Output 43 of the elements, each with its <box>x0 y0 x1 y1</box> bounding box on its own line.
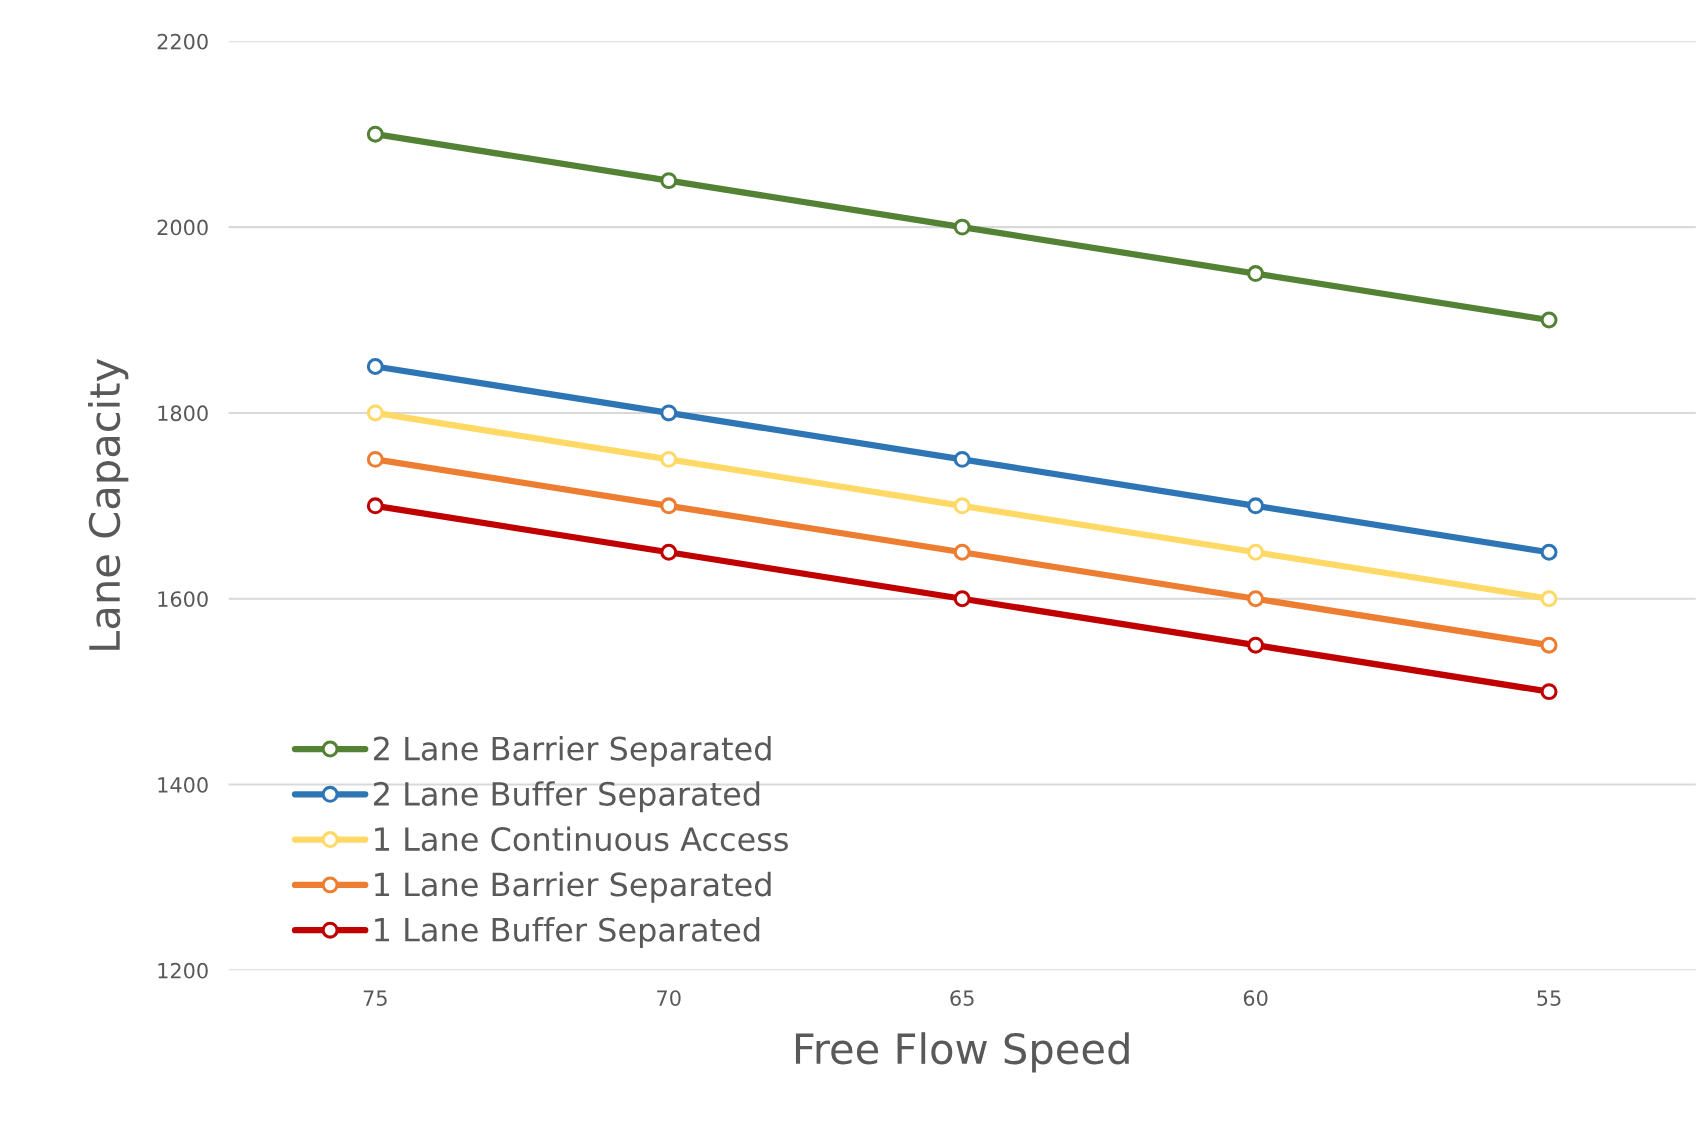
y-tick-label: 1600 <box>158 591 208 607</box>
y-tick-label: 1400 <box>158 777 208 793</box>
point <box>1540 311 1558 329</box>
x-tick-label: 60 <box>1243 990 1268 1006</box>
legend-label: 1 Lane Barrier Separated <box>375 871 771 903</box>
y-axis-title: Lane Capacity <box>88 359 129 650</box>
x-tick-label: 75 <box>363 990 387 1006</box>
point <box>953 218 971 236</box>
point <box>366 404 384 422</box>
y-tick-label: 2000 <box>157 219 208 236</box>
point <box>953 543 971 561</box>
x-tick-label: 70 <box>657 990 681 1006</box>
x-axis-title: Free Flow Speed <box>795 1032 1129 1073</box>
point <box>1540 543 1558 561</box>
point <box>660 450 678 468</box>
point <box>660 172 678 190</box>
x-tick-label: 55 <box>1537 990 1561 1006</box>
point <box>1540 636 1558 654</box>
point <box>953 590 971 608</box>
x-tick-label: 65 <box>950 990 974 1006</box>
point <box>1247 590 1265 608</box>
point <box>1540 683 1558 701</box>
point <box>366 357 384 375</box>
point <box>1247 543 1265 561</box>
legend-label: 2 Lane Buffer Separated <box>373 781 760 813</box>
y-tick-label: 1800 <box>158 405 208 422</box>
point <box>366 125 384 143</box>
point <box>1247 636 1265 654</box>
legend-label: 1 Lane Continuous Access <box>375 826 788 852</box>
y-tick-label: 1200 <box>158 962 208 979</box>
point <box>366 497 384 515</box>
point <box>1247 497 1265 515</box>
point <box>366 450 384 468</box>
point <box>953 450 971 468</box>
point <box>953 497 971 515</box>
point <box>1247 265 1265 283</box>
point <box>660 543 678 561</box>
y-tick-label: 2200 <box>157 33 208 50</box>
point <box>660 404 678 422</box>
legend-label: 1 Lane Buffer Separated <box>375 917 760 948</box>
point <box>1540 590 1558 608</box>
legend-label: 2 Lane Barrier Separated <box>373 735 771 767</box>
point <box>660 497 678 515</box>
